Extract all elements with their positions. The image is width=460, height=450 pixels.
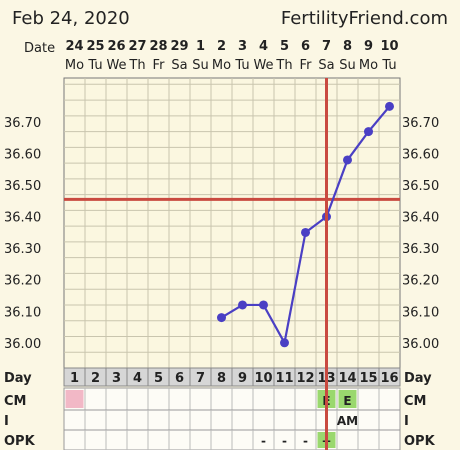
date-label: 27 [128,39,146,54]
temperature-point[interactable] [301,227,310,237]
date-label: 7 [322,39,331,54]
y-tick-label-left: 36.00 [4,337,41,352]
weekday-label: Mo [359,58,378,73]
obs-cell-text: - [303,434,308,448]
weekday-label: Mo [65,58,84,73]
obs-row-label-right: CM [404,394,426,409]
y-tick-label-right: 36.40 [402,211,439,226]
weekday-label: Su [192,58,209,73]
obs-cell-fill [65,390,84,408]
weekday-label: Tu [234,58,249,73]
date-label: 10 [380,39,398,54]
y-tick-label-left: 36.50 [4,179,41,194]
temperature-point[interactable] [217,313,226,323]
obs-row-label-right: I [404,414,409,429]
day-row-label-left: Day [4,371,32,386]
obs-cell-text: - [282,434,287,448]
date-label: 9 [364,39,373,54]
date-row-label: Date [24,41,55,56]
cycle-day-label: 11 [275,371,293,386]
date-label: 24 [65,39,83,54]
date-label: 6 [301,39,310,54]
y-tick-label-right: 36.30 [402,242,439,257]
obs-cell-text: AM [337,414,358,428]
date-label: 3 [238,39,247,54]
cycle-day-label: 3 [112,371,121,386]
obs-row-label-right: OPK [404,434,436,449]
cycle-day-label: 12 [296,371,314,386]
date-label: 26 [107,39,125,54]
weekday-label: Tu [87,58,102,73]
date-label: 29 [170,39,188,54]
temperature-point[interactable] [238,300,247,310]
y-tick-label-left: 36.10 [4,305,41,320]
cycle-day-label: 14 [338,371,356,386]
y-tick-label-right: 36.70 [402,116,439,131]
y-tick-label-right: 36.60 [402,148,439,163]
cycle-day-label: 8 [217,371,226,386]
cycle-day-label: 9 [238,371,247,386]
y-tick-label-right: 36.10 [402,305,439,320]
weekday-label: We [253,58,273,73]
cycle-day-label: 5 [154,371,163,386]
weekday-label: We [106,58,126,73]
y-tick-label-right: 36.50 [402,179,439,194]
cycle-day-label: 10 [254,371,272,386]
obs-row-label-left: OPK [4,434,36,449]
y-tick-label-right: 36.20 [402,274,439,289]
obs-row-label-left: CM [4,394,26,409]
chart-date: Feb 24, 2020 [12,8,130,29]
obs-cell-text: E [343,394,351,408]
y-tick-label-right: 36.00 [402,337,439,352]
date-label: 25 [86,39,104,54]
date-label: 8 [343,39,352,54]
y-tick-label-left: 36.20 [4,274,41,289]
obs-cell-text: - [261,434,266,448]
cycle-day-label: 16 [380,371,398,386]
date-label: 28 [149,39,167,54]
cycle-day-label: 15 [359,371,377,386]
y-tick-label-left: 36.70 [4,116,41,131]
date-label: 4 [259,39,268,54]
y-tick-label-left: 36.60 [4,148,41,163]
weekday-label: Th [275,58,292,73]
weekday-label: Mo [212,58,231,73]
temperature-point[interactable] [364,127,373,137]
date-label: 5 [280,39,289,54]
y-tick-label-left: 36.30 [4,242,41,257]
weekday-label: Sa [171,58,187,73]
cycle-day-label: 2 [91,371,100,386]
temperature-point[interactable] [259,300,268,310]
site-name: FertilityFriend.com [281,8,448,29]
cycle-day-label: 7 [196,371,205,386]
weekday-label: Th [128,58,145,73]
temperature-point[interactable] [343,155,352,165]
date-label: 2 [217,39,226,54]
cycle-day-label: 6 [175,371,184,386]
weekday-label: Tu [381,58,396,73]
cycle-day-label: 4 [133,371,142,386]
temperature-point[interactable] [385,101,394,111]
date-label: 1 [196,39,205,54]
weekday-label: Sa [318,58,334,73]
obs-row-label-left: I [4,414,9,429]
obs-cell-fill [338,390,357,408]
weekday-label: Fr [153,58,166,73]
weekday-label: Fr [300,58,313,73]
y-tick-label-left: 36.40 [4,211,41,226]
day-row-label-right: Day [404,371,432,386]
weekday-label: Su [339,58,356,73]
cycle-day-label: 1 [70,371,79,386]
temperature-point[interactable] [280,338,289,348]
